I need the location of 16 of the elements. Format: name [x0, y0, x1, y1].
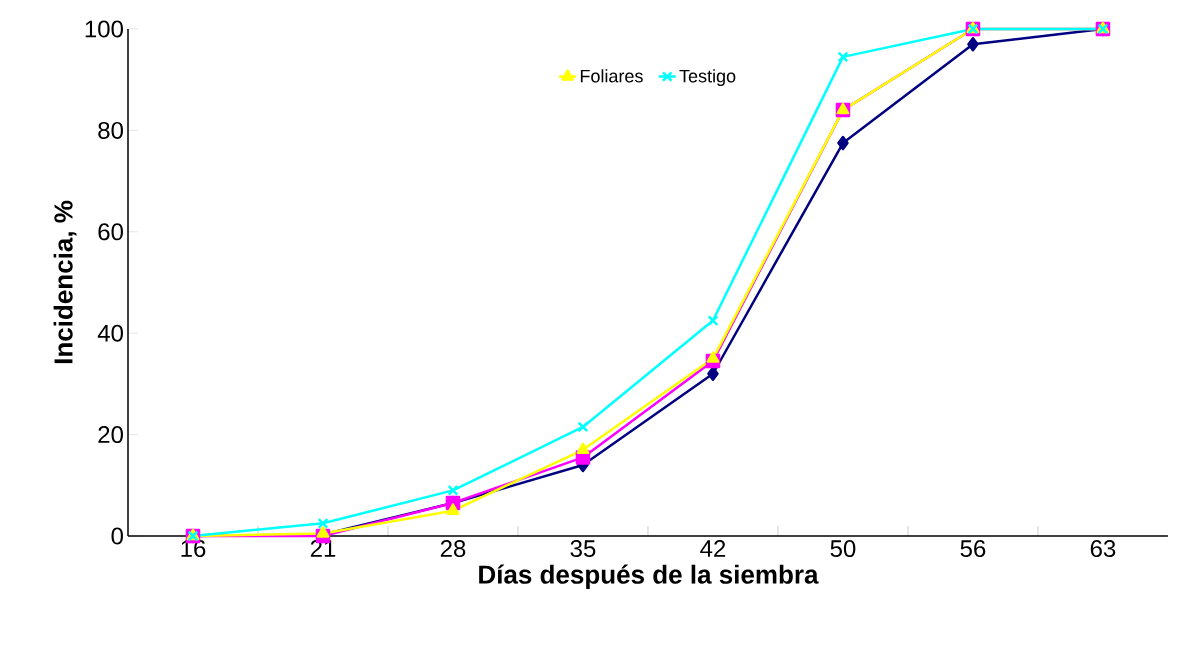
x-tick-label: 56: [960, 540, 986, 558]
x-axis-title: Días después de la siembra: [479, 564, 819, 589]
y-tick-label: 80: [98, 121, 123, 139]
x-tick-label: 42: [700, 540, 726, 557]
y-axis-title: Incidencia, %: [53, 200, 77, 364]
x-tick-label: 50: [830, 540, 856, 558]
x-tick-label: 63: [1090, 540, 1116, 558]
y-tick-label: 100: [85, 20, 123, 38]
y-tick-label: 40: [97, 324, 123, 342]
y-tick-label: 60: [98, 223, 123, 241]
legend-label: Testigo: [679, 69, 736, 87]
y-tick-label: 20: [98, 426, 123, 444]
x-tick-label: 35: [570, 540, 596, 558]
x-tick-label: 28: [440, 540, 466, 558]
y-tick-label: 0: [111, 527, 123, 545]
legend-label: Foliares: [580, 69, 643, 83]
